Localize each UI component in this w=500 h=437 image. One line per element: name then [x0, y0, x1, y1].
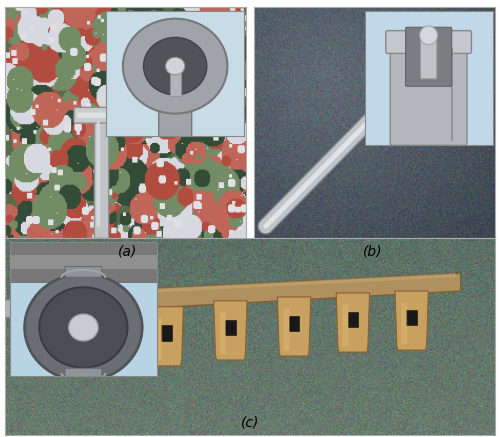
FancyBboxPatch shape	[77, 113, 126, 118]
FancyBboxPatch shape	[401, 303, 407, 344]
Polygon shape	[68, 273, 456, 297]
Text: (b): (b)	[363, 244, 382, 258]
FancyBboxPatch shape	[94, 110, 108, 238]
Polygon shape	[395, 291, 428, 350]
Polygon shape	[150, 307, 184, 366]
Polygon shape	[64, 273, 460, 313]
FancyBboxPatch shape	[225, 319, 236, 335]
FancyBboxPatch shape	[96, 122, 100, 226]
FancyBboxPatch shape	[92, 324, 98, 366]
FancyBboxPatch shape	[348, 312, 358, 327]
FancyBboxPatch shape	[406, 310, 417, 326]
Text: (a): (a)	[118, 244, 137, 258]
Polygon shape	[214, 301, 247, 360]
FancyBboxPatch shape	[0, 300, 81, 318]
FancyBboxPatch shape	[342, 305, 348, 347]
FancyBboxPatch shape	[162, 326, 172, 341]
Polygon shape	[86, 313, 120, 372]
FancyBboxPatch shape	[220, 312, 226, 354]
FancyBboxPatch shape	[98, 331, 108, 347]
FancyBboxPatch shape	[74, 108, 129, 123]
Text: (c): (c)	[241, 416, 259, 430]
FancyBboxPatch shape	[156, 319, 162, 360]
Polygon shape	[278, 297, 311, 356]
FancyBboxPatch shape	[284, 309, 290, 350]
FancyBboxPatch shape	[288, 316, 300, 331]
Polygon shape	[336, 293, 370, 352]
